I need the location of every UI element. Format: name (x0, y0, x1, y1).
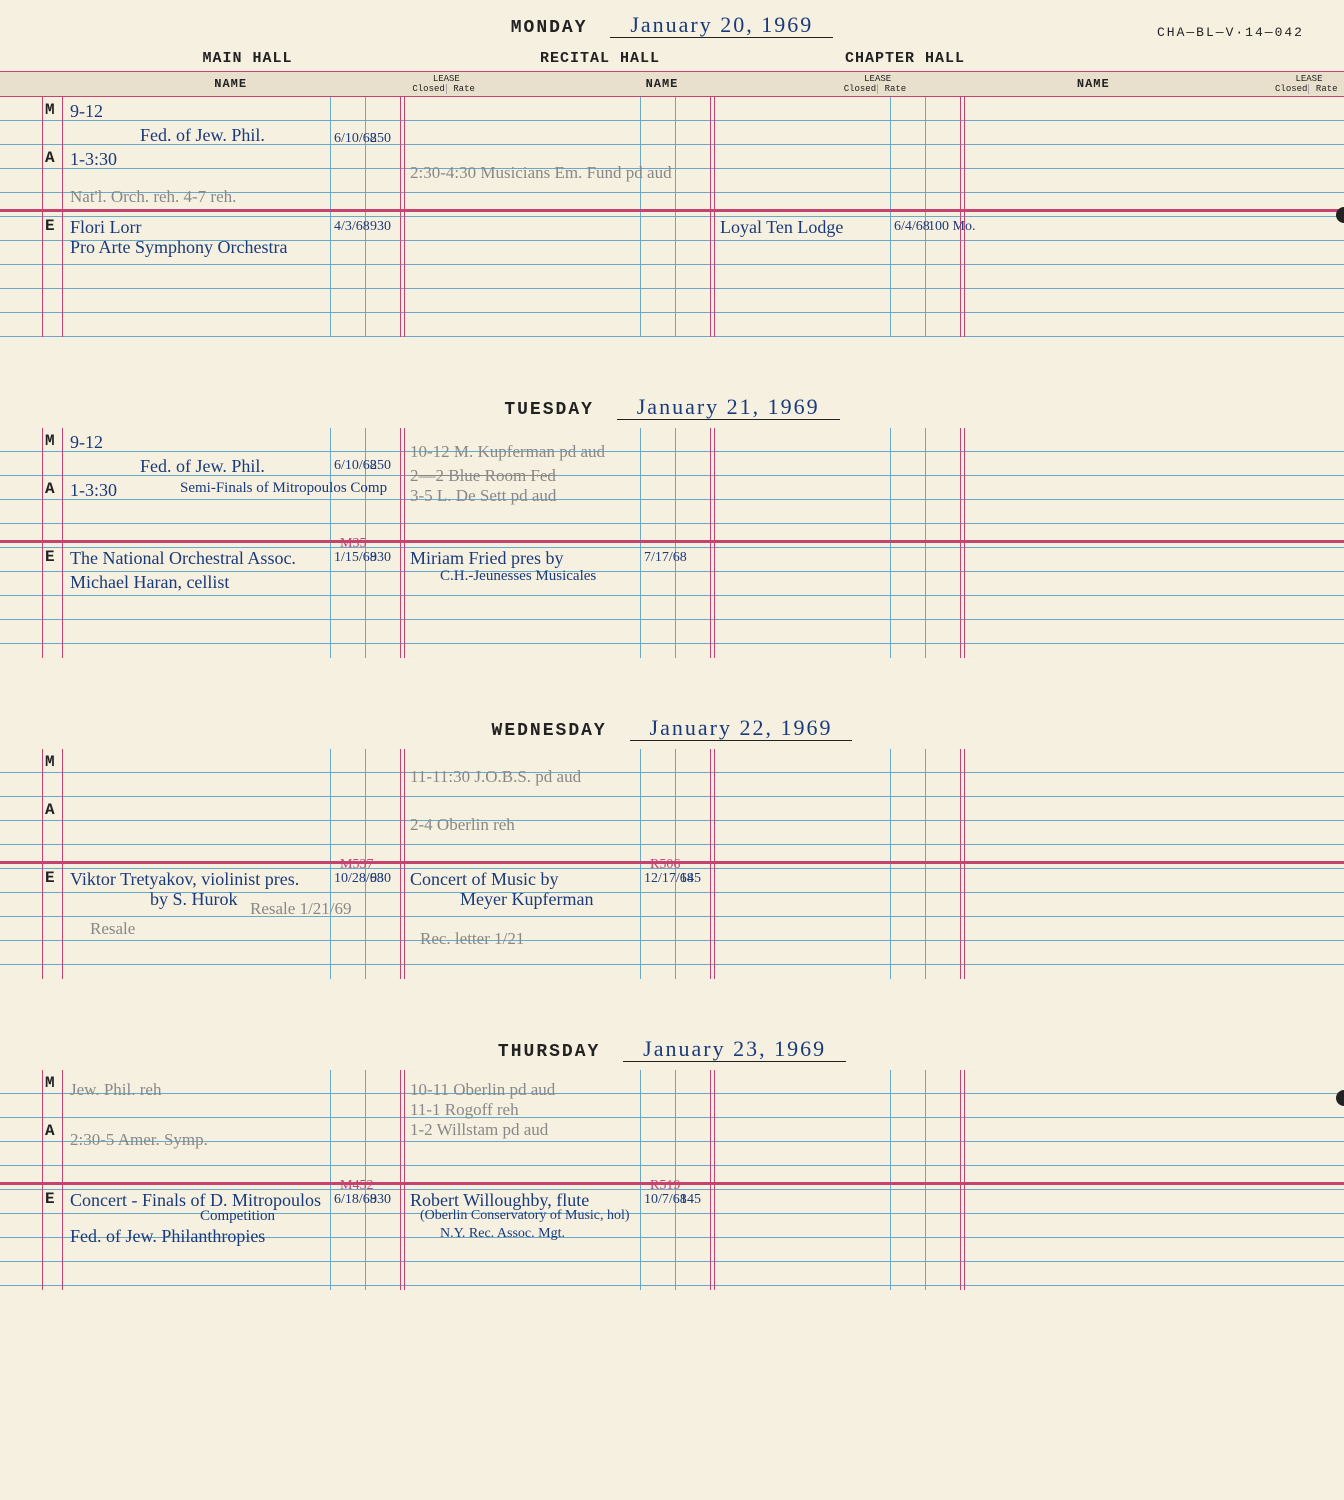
entry: Rec. letter 1/21 (420, 929, 524, 949)
column-headers: NAME LEASE ClosedRate NAME LEASE ClosedR… (0, 71, 1344, 97)
entry: The National Orchestral Assoc. (70, 548, 296, 569)
hall-headers: MAIN HALL RECITAL HALL CHAPTER HALL (0, 46, 1344, 71)
entry: 3-5 L. De Sett pd aud (410, 486, 556, 506)
entry: Fed. of Jew. Philanthropies (70, 1226, 265, 1247)
date-text: January 22, 1969 (630, 715, 853, 741)
ledger-body: M A E 9-12 1-3:30 Fed. of Jew. Phil. Nat… (0, 97, 1344, 337)
entry: Semi-Finals of Mitropoulos Comp (180, 480, 387, 497)
time-m: M (45, 432, 65, 450)
ledger-body: M A E Jew. Phil. reh 2:30-5 Amer. Symp. … (0, 1070, 1344, 1290)
ledger-body: M A E 9-12 1-3:30 Fed. of Jew. Phil. Sem… (0, 428, 1344, 658)
date-text: January 21, 1969 (617, 394, 840, 420)
day-label: MONDAY (511, 18, 588, 38)
col-head-name: NAME (913, 77, 1274, 91)
entry: 1-3:30 (70, 149, 117, 170)
lease-value: 6/4/68 (894, 219, 930, 235)
time-a: A (45, 480, 65, 498)
entry: Loyal Ten Lodge (720, 217, 843, 238)
entry: Viktor Tretyakov, violinist pres. (70, 869, 299, 890)
lease-value: 100 Mo. (928, 219, 975, 235)
ledger-page: CHA—BL—V·14—042 MONDAY January 20, 1969 … (0, 0, 1344, 1500)
time-e: E (45, 217, 65, 235)
lease-value: 7/17/68 (644, 550, 687, 566)
col-head-lease: LEASE ClosedRate (411, 74, 481, 94)
time-e: E (45, 869, 65, 887)
day-header: MONDAY January 20, 1969 (0, 0, 1344, 46)
day-section-wednesday: WEDNESDAY January 22, 1969 M (0, 703, 1344, 979)
entry: Competition (200, 1208, 275, 1225)
entry: Flori Lorr (70, 217, 142, 238)
entry: Resale 1/21/69 (250, 899, 352, 919)
entry: 11-1 Rogoff reh (410, 1100, 519, 1120)
entry: 2-4 Oberlin reh (410, 815, 515, 835)
entry: by S. Hurok (150, 889, 238, 910)
entry: 2—2 Blue Room Fed (410, 466, 556, 486)
entry: Nat'l. Orch. reh. 4-7 reh. (70, 187, 236, 207)
binder-hole (1336, 1090, 1344, 1106)
entry: C.H.-Jeunesses Musicales (440, 568, 596, 585)
lease-value: 930 (370, 550, 391, 566)
day-label: TUESDAY (504, 400, 594, 420)
entry: Miriam Fried pres by (410, 548, 563, 569)
day-section-thursday: THURSDAY January 23, 1969 M (0, 1024, 1344, 1290)
lease-value: 930 (370, 871, 391, 887)
entry: 11-11:30 J.O.B.S. pd aud (410, 767, 581, 787)
time-e: E (45, 1190, 65, 1208)
entry: N.Y. Rec. Assoc. Mgt. (440, 1226, 565, 1242)
time-m: M (45, 1074, 65, 1092)
lease-value: 145 (680, 1192, 701, 1208)
hall-header-main: MAIN HALL (0, 50, 445, 67)
col-head-lease: LEASE ClosedRate (843, 74, 913, 94)
entry: 2:30-5 Amer. Symp. (70, 1130, 208, 1150)
entry: 9-12 (70, 432, 103, 453)
entry: Fed. of Jew. Phil. (140, 456, 265, 477)
day-label: THURSDAY (498, 1042, 600, 1062)
day-header: TUESDAY January 21, 1969 (0, 382, 1344, 428)
entry: Fed. of Jew. Phil. (140, 125, 265, 146)
day-section-tuesday: TUESDAY January 21, 1969 M (0, 382, 1344, 658)
col-head-lease: LEASE ClosedRate (1274, 74, 1344, 94)
time-e: E (45, 548, 65, 566)
hall-header-recital: RECITAL HALL (445, 50, 755, 67)
entry: Meyer Kupferman (460, 889, 593, 910)
entry: Concert - Finals of D. Mitropoulos (70, 1190, 321, 1211)
lease-value: 145 (680, 871, 701, 887)
binder-hole (1336, 207, 1344, 223)
day-section-monday: MONDAY January 20, 1969 MAIN HALL RECITA… (0, 0, 1344, 337)
entry: 2:30-4:30 Musicians Em. Fund pd aud (410, 163, 672, 183)
entry: 10-11 Oberlin pd aud (410, 1080, 555, 1100)
time-m: M (45, 101, 65, 119)
day-header: WEDNESDAY January 22, 1969 (0, 703, 1344, 749)
lease-value: 930 (370, 1192, 391, 1208)
ledger-body: M A E 11-11:30 J.O.B.S. pd aud 2-4 Oberl… (0, 749, 1344, 979)
time-m: M (45, 753, 65, 771)
hall-header-chapter: CHAPTER HALL (755, 50, 1055, 67)
lease-value: 250 (370, 458, 391, 474)
entry: 9-12 (70, 101, 103, 122)
entry: (Oberlin Conservatory of Music, hol) (420, 1208, 630, 1224)
entry: Resale (90, 919, 135, 939)
lease-value: 250 (370, 131, 391, 147)
day-header: THURSDAY January 23, 1969 (0, 1024, 1344, 1070)
date-text: January 23, 1969 (623, 1036, 846, 1062)
lease-value: 930 (370, 219, 391, 235)
entry: 1-2 Willstam pd aud (410, 1120, 548, 1140)
entry: Concert of Music by (410, 869, 558, 890)
lease-value: 4/3/68 (334, 219, 370, 235)
time-a: A (45, 801, 65, 819)
time-a: A (45, 1122, 65, 1140)
entry: Pro Arte Symphony Orchestra (70, 237, 287, 258)
entry: Jew. Phil. reh (70, 1080, 161, 1100)
date-text: January 20, 1969 (610, 12, 833, 38)
col-head-name: NAME (481, 77, 842, 91)
entry: Michael Haran, cellist (70, 572, 229, 593)
entry: 1-3:30 (70, 480, 117, 501)
day-label: WEDNESDAY (492, 721, 607, 741)
time-a: A (45, 149, 65, 167)
entry: 10-12 M. Kupferman pd aud (410, 442, 605, 462)
col-head-name: NAME (50, 77, 411, 91)
